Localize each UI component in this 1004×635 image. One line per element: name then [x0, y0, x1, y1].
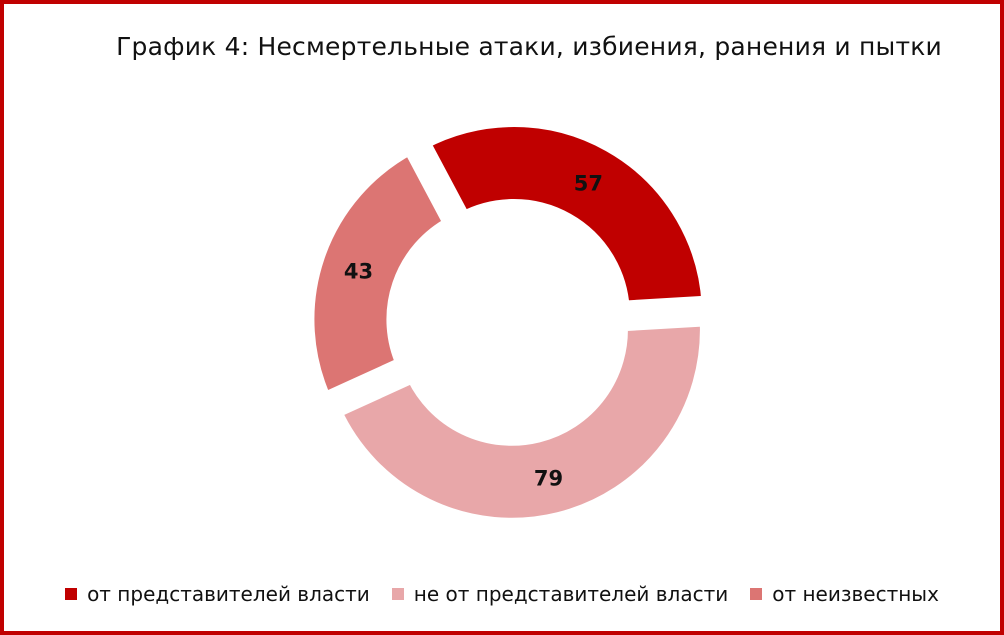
data-label: 79 [534, 466, 563, 490]
donut-slice [322, 309, 716, 534]
legend-label: от представителей власти [87, 582, 370, 606]
legend: от представителей власти не от представи… [0, 582, 1004, 606]
legend-label: от неизвестных [772, 582, 939, 606]
data-label: 57 [574, 171, 603, 195]
donut-slice [298, 135, 463, 412]
legend-swatch [65, 588, 78, 600]
donut-slice [411, 111, 719, 318]
legend-label: не от представителей власти [413, 582, 729, 606]
chart-title: График 4: Несмертельные атаки, избиения,… [116, 32, 942, 61]
legend-item: не от представителей власти [391, 582, 729, 606]
legend-item: от неизвестных [750, 582, 939, 606]
legend-swatch [391, 588, 404, 600]
legend-swatch [750, 588, 763, 600]
data-label: 43 [344, 260, 373, 284]
legend-item: от представителей власти [65, 582, 370, 606]
